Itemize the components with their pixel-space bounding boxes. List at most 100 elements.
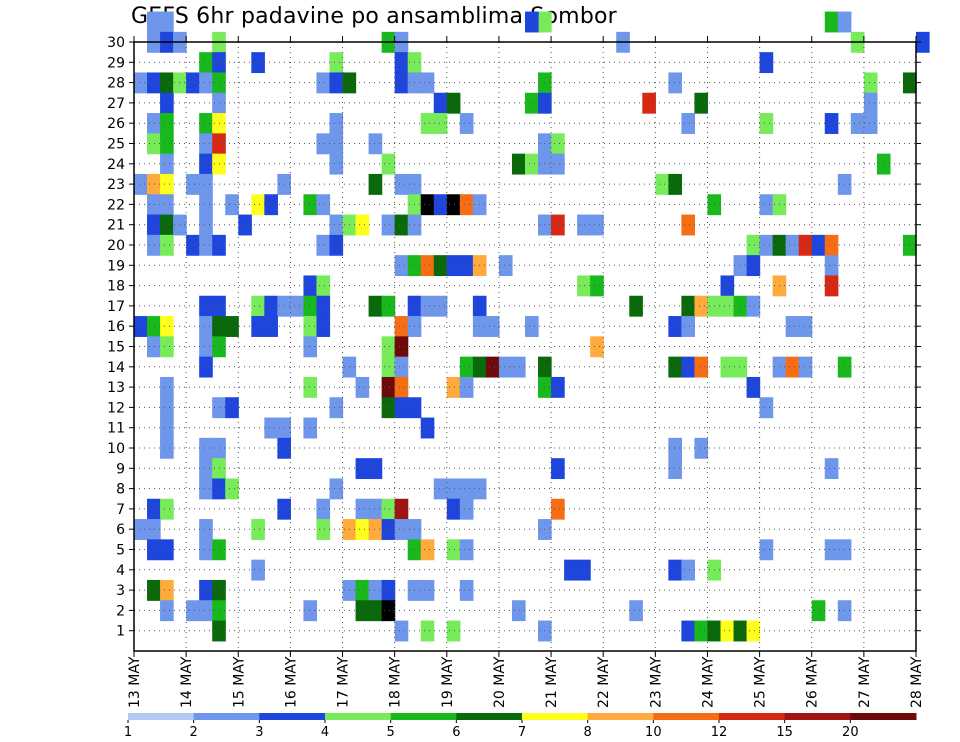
heatmap-cell	[759, 113, 774, 134]
heatmap-cell	[329, 52, 344, 74]
heatmap-cell	[433, 113, 448, 134]
heatmap-cell	[720, 275, 735, 297]
heatmap-cell	[199, 52, 213, 74]
heatmap-cell	[225, 194, 239, 216]
x-tick-label: 26 MAY	[805, 656, 821, 708]
y-tick-label: 4	[116, 563, 125, 579]
heatmap-cell	[590, 214, 604, 236]
y-tick-label: 26	[107, 116, 125, 132]
heatmap-cell	[199, 234, 213, 256]
heatmap-cell	[459, 539, 474, 561]
heatmap-cell	[681, 316, 696, 337]
heatmap-cell	[433, 295, 448, 317]
legend-swatch	[587, 713, 654, 720]
y-tick-label: 10	[107, 441, 125, 457]
heatmap-cell	[525, 316, 539, 337]
heatmap-cell	[160, 173, 174, 195]
heatmap-cell	[394, 376, 409, 398]
heatmap-cell	[824, 234, 839, 256]
x-tick-label: 21 MAY	[544, 656, 560, 708]
legend-swatch	[259, 713, 326, 720]
heatmap-cell	[733, 620, 748, 642]
y-tick-label: 14	[107, 360, 125, 376]
x-tick-label: 15 MAY	[231, 656, 247, 708]
heatmap-cell	[720, 295, 735, 317]
legend-label: 20	[842, 725, 859, 740]
heatmap-cell	[824, 11, 839, 33]
heatmap-cell	[381, 579, 396, 601]
heatmap-cell	[446, 620, 461, 642]
x-tick-label: 13 MAY	[127, 656, 143, 708]
heatmap-cell	[160, 498, 174, 520]
y-tick-label: 28	[107, 76, 125, 92]
legend-label: 4	[321, 725, 329, 740]
heatmap-cell	[511, 356, 526, 378]
heatmap-cell	[798, 356, 813, 378]
heatmap-cell	[785, 316, 800, 337]
heatmap-cell	[655, 173, 669, 195]
heatmap-cell	[694, 437, 709, 459]
heatmap-cell	[381, 498, 396, 520]
legend-swatch	[719, 713, 786, 720]
heatmap-cell	[147, 173, 161, 195]
heatmap-cell	[420, 539, 435, 561]
heatmap-cell	[199, 173, 213, 195]
heatmap-cell	[329, 214, 344, 236]
heatmap-cell	[420, 72, 435, 94]
heatmap-cell	[590, 275, 604, 297]
heatmap-cell	[160, 214, 174, 236]
heatmap-cell	[316, 133, 331, 155]
heatmap-cell	[316, 234, 331, 256]
heatmap-cell	[681, 559, 696, 581]
heatmap-cell	[590, 336, 604, 358]
legend-swatch	[850, 713, 917, 720]
heatmap-cell	[186, 173, 200, 195]
heatmap-cell	[225, 397, 239, 419]
heatmap-cell	[368, 295, 383, 317]
heatmap-cell	[147, 316, 161, 337]
y-tick-label: 20	[107, 238, 125, 254]
heatmap-cell	[433, 255, 448, 277]
heatmap-cell	[355, 498, 370, 520]
heatmap-cell	[368, 519, 383, 540]
heatmap-cell	[668, 356, 682, 378]
legend-swatch	[456, 713, 523, 720]
heatmap-cell	[916, 31, 930, 53]
heatmap-cell	[160, 72, 174, 94]
heatmap-cell	[798, 316, 813, 337]
y-tick-label: 29	[107, 55, 125, 71]
x-tick-label: 19 MAY	[440, 656, 456, 708]
heatmap-cell	[733, 356, 748, 378]
heatmap-cell	[134, 519, 148, 540]
heatmap-cell	[720, 620, 735, 642]
heatmap-cell	[733, 255, 748, 277]
y-tick-label: 18	[107, 279, 125, 295]
y-tick-label: 27	[107, 96, 125, 112]
y-tick-label: 16	[107, 319, 125, 335]
heatmap-cell	[160, 437, 174, 459]
y-tick-label: 23	[107, 177, 125, 193]
heatmap-cell	[681, 214, 696, 236]
heatmap-cell	[147, 113, 161, 134]
legend-swatch	[522, 713, 589, 720]
heatmap-cell	[160, 579, 174, 601]
heatmap-cell	[199, 336, 213, 358]
heatmap-cell	[303, 316, 318, 337]
heatmap-cell	[511, 153, 526, 175]
heatmap-cell	[186, 72, 200, 94]
heatmap-cell	[199, 600, 213, 622]
y-tick-label: 11	[107, 421, 125, 437]
heatmap-cell	[329, 478, 344, 500]
heatmap-cell	[485, 356, 500, 378]
heatmap-cell	[525, 11, 539, 33]
heatmap-cell	[394, 255, 409, 277]
heatmap-cell	[629, 600, 643, 622]
heatmap-cell	[629, 295, 643, 317]
heatmap-cell	[303, 295, 318, 317]
heatmap-cell	[147, 72, 161, 94]
heatmap-cell	[446, 498, 461, 520]
heatmap-cell	[551, 376, 565, 398]
heatmap-cell	[251, 316, 265, 337]
heatmap-cell	[329, 133, 344, 155]
x-tick-label: 27 MAY	[857, 656, 873, 708]
